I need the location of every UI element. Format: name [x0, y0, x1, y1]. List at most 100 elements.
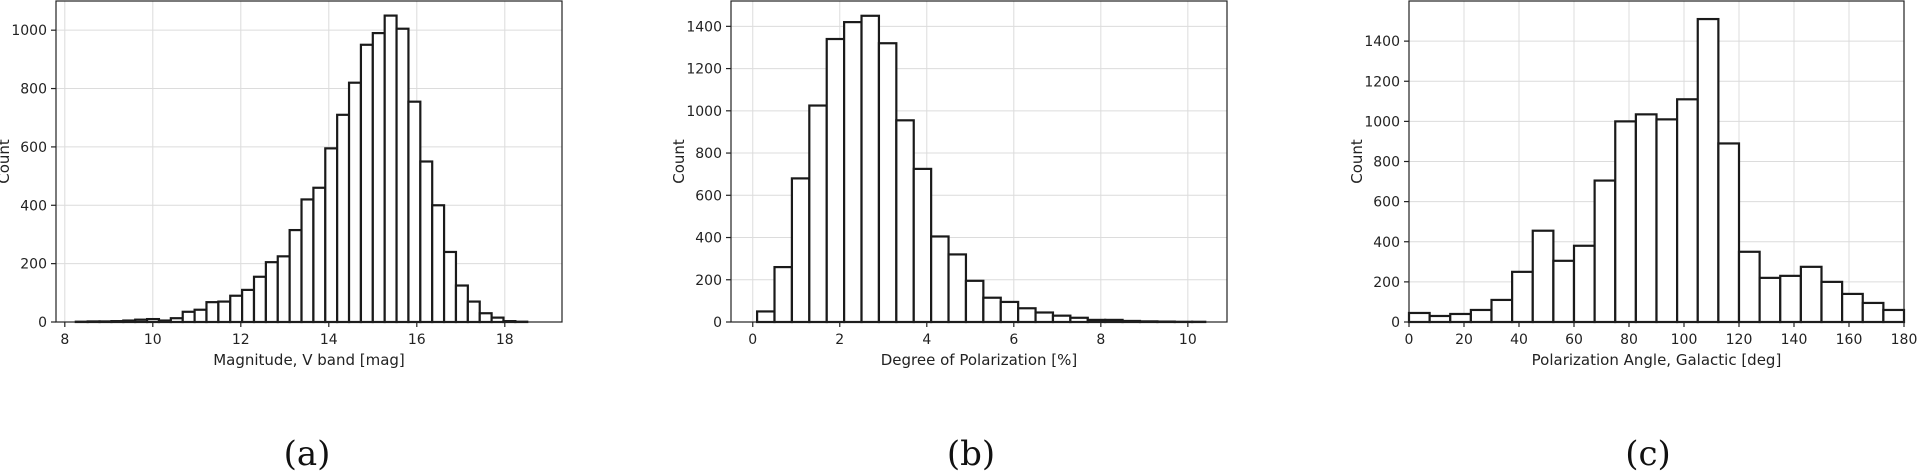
x-tick-label: 10 [1179, 332, 1197, 348]
histogram-bar [947, 253, 968, 324]
histogram-bar [912, 167, 933, 324]
histogram-bar [442, 250, 458, 324]
x-tick-label: 140 [1781, 332, 1808, 348]
histogram-bar [431, 204, 446, 324]
histogram-bar [1490, 298, 1514, 324]
histogram-bar [964, 279, 985, 324]
histogram-bar [1407, 311, 1431, 324]
x-tick-label: 2 [835, 332, 844, 348]
histogram-bar [419, 160, 434, 324]
histogram-bar [241, 288, 256, 324]
histogram-bar [1469, 308, 1493, 324]
histogram-bar [1017, 307, 1037, 324]
y-tick-label: 1000 [1364, 114, 1400, 130]
histogram-bar [1572, 244, 1596, 324]
y-tick-label: 0 [38, 315, 47, 331]
y-tick-label: 200 [20, 257, 47, 273]
y-tick-label: 200 [695, 273, 722, 289]
histogram-bar [1799, 265, 1823, 324]
y-tick-label: 1400 [1364, 34, 1400, 50]
histogram-bar [1511, 270, 1534, 324]
y-tick-label: 0 [713, 315, 722, 331]
bars [756, 14, 1207, 324]
histogram-bar [1779, 274, 1802, 324]
histogram-bar [347, 81, 363, 324]
histogram-bar [1051, 314, 1072, 324]
y-tick-label: 800 [20, 82, 47, 98]
histogram-bar [1428, 314, 1452, 324]
histogram-bar [478, 312, 493, 324]
y-axis-label: Count [670, 139, 688, 184]
y-tick-label: 600 [695, 188, 722, 204]
histogram-bar [877, 42, 898, 324]
histogram-bar [336, 113, 351, 324]
y-tick-label: 1000 [11, 23, 47, 39]
bars [1407, 17, 1906, 324]
histogram-bar [999, 300, 1020, 324]
histogram-bar [773, 265, 794, 324]
histogram-bar [790, 177, 811, 324]
panel-caption: (c) [1625, 434, 1671, 474]
histogram-bar [1531, 229, 1555, 324]
y-tick-label: 200 [1373, 275, 1400, 291]
histogram-bar [860, 14, 881, 324]
histogram-bar [205, 301, 220, 324]
histogram-bar [264, 261, 279, 324]
x-axis-label: Magnitude, V band [mag] [213, 351, 405, 369]
x-tick-label: 8 [1096, 332, 1105, 348]
x-tick-label: 100 [1671, 332, 1698, 348]
x-axis-label: Degree of Polarization [%] [881, 351, 1078, 369]
x-tick-label: 120 [1726, 332, 1753, 348]
histogram-bar [383, 14, 398, 324]
y-tick-label: 1200 [1364, 74, 1400, 90]
y-tick-label: 1000 [686, 104, 722, 120]
histogram-bar [454, 284, 469, 324]
histogram-bar [229, 294, 244, 324]
y-tick-label: 0 [1391, 315, 1400, 331]
chart-panel-1: 8 10 12 14 16 18 0 200 400 600 800 1000 Magnitude, V… [0, 0, 563, 474]
histogram-bar [490, 316, 505, 324]
histogram-bar [1552, 259, 1576, 324]
histogram-bar [1034, 311, 1055, 324]
x-tick-label: 60 [1565, 332, 1583, 348]
histogram-bar [825, 37, 846, 324]
histogram-bar [252, 275, 267, 324]
histogram-bar [843, 21, 863, 324]
histogram-bar [1841, 292, 1864, 324]
y-tick-label: 1200 [686, 62, 722, 78]
histogram-bar [312, 186, 327, 324]
histogram-bar [1676, 98, 1699, 324]
y-tick-label: 800 [1373, 155, 1400, 171]
x-tick-label: 0 [1405, 332, 1414, 348]
histogram-bar [1614, 120, 1637, 324]
histogram-bar [930, 235, 950, 324]
histogram-bar [1820, 280, 1844, 324]
x-tick-label: 10 [144, 332, 162, 348]
y-axis-label: Count [1348, 139, 1366, 184]
histogram-bar [407, 100, 422, 324]
x-tick-label: 80 [1620, 332, 1638, 348]
x-tick-label: 14 [320, 332, 338, 348]
plot-frame [730, 0, 1228, 323]
x-tick-label: 160 [1836, 332, 1863, 348]
y-tick-label: 400 [1373, 235, 1400, 251]
histogram-bar [276, 255, 291, 324]
histogram-bar [1655, 118, 1679, 324]
chart-panel-3: 0 20 40 60 80 100 120 140 160 180 0 200 400 600 800 100… [1348, 0, 1917, 474]
x-tick-label: 20 [1455, 332, 1473, 348]
histogram-bar [1758, 276, 1782, 324]
histogram-bar [1696, 17, 1720, 324]
y-tick-label: 400 [20, 198, 47, 214]
y-tick-label: 1400 [686, 19, 722, 35]
x-tick-label: 12 [232, 332, 250, 348]
histogram-bar [808, 104, 828, 324]
histogram-bar [1737, 250, 1761, 324]
histogram-bar [395, 27, 410, 324]
x-tick-label: 6 [1009, 332, 1018, 348]
histogram-bar [1882, 308, 1906, 324]
histogram-bar [1634, 113, 1658, 324]
histogram-bar [1861, 301, 1885, 324]
y-tick-label: 400 [695, 231, 722, 247]
histogram-bar [217, 300, 232, 324]
histogram-bar [193, 308, 208, 324]
